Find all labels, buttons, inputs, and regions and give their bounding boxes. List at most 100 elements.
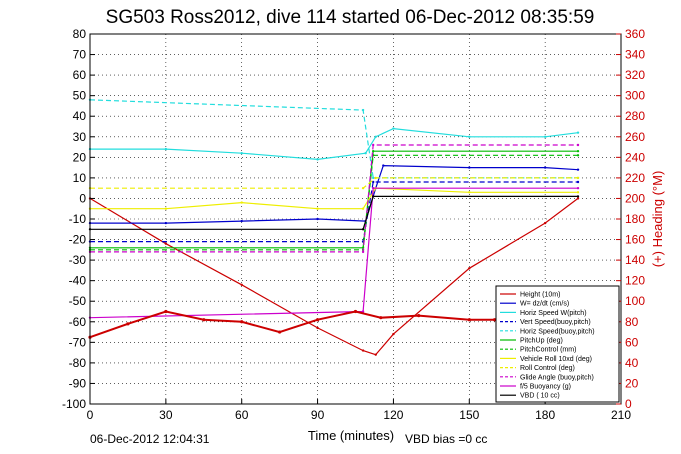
series-point-horiz-speed-w-pitch	[316, 158, 319, 161]
series-line-vehicle-roll-10xd-deg	[90, 187, 578, 210]
y-tick-label: -60	[69, 315, 87, 329]
y-right-tick-label: 220	[625, 171, 645, 185]
series-line-vert-speed-buoy-pitch	[90, 181, 578, 243]
series-point-roll-control-deg	[576, 176, 580, 180]
y-tick-label: 30	[73, 130, 87, 144]
series-point-pitchcontrol-mm	[576, 154, 580, 157]
y-right-tick-label: 40	[625, 356, 639, 370]
series-line-roll-control-deg	[90, 177, 578, 189]
series-point-w-dz-dt-cm-s	[382, 164, 385, 167]
footer-timestamp: 06-Dec-2012 12:04:31	[90, 432, 210, 446]
x-tick-label: 60	[235, 408, 249, 422]
legend-label: W= dz/dt (cm/s)	[520, 301, 569, 308]
x-tick-label: 0	[87, 408, 94, 422]
series-point-w-dz-dt-cm-s	[543, 166, 547, 169]
series-line-horiz-speed-w-pitch	[90, 127, 579, 161]
y-right-tick-label: 80	[625, 315, 639, 329]
series-point-pitchup-deg	[576, 149, 580, 153]
legend-label: Vert Speed(buoy,pitch)	[520, 319, 591, 326]
legend-label: PitchControl (mm)	[520, 347, 576, 354]
series-point-height-10m	[543, 221, 547, 225]
series-point-roll-control-deg	[374, 176, 377, 180]
x-tick-label: 30	[159, 408, 173, 422]
series-point-vbd-10-cc	[361, 228, 365, 231]
y-tick-label: 20	[73, 150, 87, 164]
series-point-horiz-speed-w-pitch	[240, 152, 243, 155]
legend-label: Height (10m)	[520, 292, 560, 299]
series-point-f-5-buoyancy-g	[372, 186, 375, 190]
y-tick-label: -40	[69, 274, 87, 288]
series-layer	[88, 98, 580, 356]
y-right-tick-label: 320	[625, 68, 645, 82]
x-axis: 0 30 60 90 120 150 180 210	[87, 399, 631, 422]
y-right-tick-label: 180	[625, 212, 645, 226]
series-line-f-5-buoyancy-g	[89, 187, 578, 319]
series-line-horiz-speed-buoy-pitch	[89, 99, 578, 179]
y-tick-label: -10	[69, 212, 87, 226]
series-point-vehicle-roll-10xd-deg	[240, 201, 243, 204]
y-axis-left: -100-90-80-70-60-50-40-30-20-10010203040…	[62, 27, 95, 411]
series-point-roll-control-deg	[361, 186, 365, 190]
series-point-heading	[126, 322, 130, 326]
y-right-tick-label: 100	[625, 294, 645, 308]
series-point-vbd-10-cc	[372, 195, 375, 198]
series-point-horiz-speed-w-pitch	[543, 135, 547, 138]
series-line-vbd-10-cc	[90, 195, 578, 230]
y-right-tick-label: 340	[625, 48, 645, 62]
y-tick-label: 0	[79, 191, 86, 205]
y-tick-label: 80	[73, 27, 87, 41]
x-tick-label: 210	[611, 408, 631, 422]
x-tick-label: 150	[459, 408, 479, 422]
y-tick-label: 70	[73, 48, 87, 62]
series-point-heading	[353, 309, 358, 314]
y-tick-label: -20	[69, 233, 87, 247]
series-point-heading	[202, 318, 206, 322]
y-right-tick-label: 120	[625, 274, 645, 288]
series-point-height-10m	[361, 349, 365, 352]
series-point-f-5-buoyancy-g	[361, 310, 365, 313]
y-right-tick-label: 0	[625, 397, 632, 411]
y-axis-right-label: (+) Heading (°M)	[650, 171, 665, 268]
series-point-vehicle-roll-10xd-deg	[468, 191, 471, 194]
series-point-vert-speed-buoy-pitch	[576, 180, 580, 184]
series-point-heading	[417, 314, 421, 318]
y-tick-label: -70	[69, 335, 87, 349]
series-point-height-10m	[316, 326, 319, 330]
y-right-tick-label: 260	[625, 130, 645, 144]
legend-label: VBD ( 10 cc)	[520, 393, 560, 400]
y-tick-label: -90	[69, 376, 87, 390]
y-tick-label: -50	[69, 294, 87, 308]
series-line-heading	[89, 310, 495, 339]
legend-label: PitchUp (deg)	[520, 338, 563, 345]
series-point-heading	[164, 309, 168, 314]
series-point-glide-angle-buoy-pitch	[372, 143, 375, 147]
series-point-horiz-speed-w-pitch	[364, 152, 367, 155]
y-tick-label: 10	[73, 171, 87, 185]
series-point-vbd-10-cc	[576, 195, 580, 198]
series-point-heading	[278, 330, 282, 334]
series-point-w-dz-dt-cm-s	[316, 217, 319, 221]
series-point-height-10m	[164, 242, 168, 245]
series-point-vert-speed-buoy-pitch	[372, 180, 375, 184]
series-point-vehicle-roll-10xd-deg	[361, 207, 365, 210]
series-line-glide-angle-buoy-pitch	[90, 144, 578, 253]
y-tick-label: -80	[69, 356, 87, 370]
series-point-height-10m	[468, 267, 471, 270]
series-point-height-10m	[576, 197, 580, 200]
series-line-height-10m	[89, 197, 579, 356]
y-right-tick-label: 240	[625, 150, 645, 164]
legend-label: f/5 Buoyancy (g)	[520, 384, 571, 391]
series-point-horiz-speed-w-pitch	[392, 127, 395, 130]
series-point-vehicle-roll-10xd-deg	[576, 191, 580, 194]
chart-title: SG503 Ross2012, dive 114 started 06-Dec-…	[106, 7, 595, 28]
series-point-w-dz-dt-cm-s	[576, 168, 580, 171]
legend: Height (10m) W= dz/dt (cm/s) Horiz Speed W…	[495, 285, 620, 403]
y-right-tick-label: 300	[625, 89, 645, 103]
series-point-height-10m	[392, 332, 395, 336]
x-tick-label: 120	[383, 408, 403, 422]
series-point-f-5-buoyancy-g	[576, 186, 580, 190]
series-point-vehicle-roll-10xd-deg	[316, 207, 319, 210]
series-point-heading	[315, 318, 320, 322]
y-tick-label: 50	[73, 89, 87, 103]
legend-label: Horiz Speed W(pitch)	[520, 310, 587, 317]
